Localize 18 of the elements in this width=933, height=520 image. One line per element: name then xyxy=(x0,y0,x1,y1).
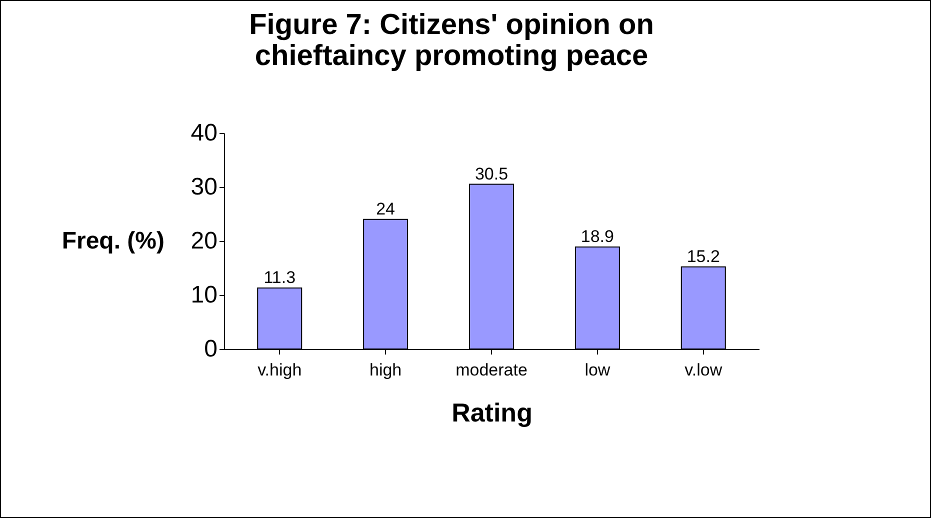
x-tick-label: moderate xyxy=(456,360,528,380)
x-tick-label: v.low xyxy=(684,360,723,380)
chart-title: Figure 7: Citizens' opinion on chieftaincy promoting peace xyxy=(249,9,654,72)
data-label: 11.3 xyxy=(264,268,296,287)
x-tick-label: high xyxy=(369,360,402,380)
data-label: 15.2 xyxy=(686,246,720,266)
y-tick-label: 20 xyxy=(190,228,218,254)
data-label: 18.9 xyxy=(580,226,614,246)
y-tick-label: 10 xyxy=(190,282,218,308)
y-tick-label: 0 xyxy=(204,336,218,362)
x-tick-label: v.high xyxy=(258,360,302,380)
data-label: 24 xyxy=(376,199,396,218)
y-tick-label: 30 xyxy=(190,174,218,200)
x-tick-label: low xyxy=(584,360,611,380)
y-axis-title: Freq. (%) xyxy=(62,228,164,254)
data-label: 30.5 xyxy=(474,164,508,184)
y-tick-label: 40 xyxy=(190,120,218,146)
x-axis-title: Rating xyxy=(452,398,532,428)
